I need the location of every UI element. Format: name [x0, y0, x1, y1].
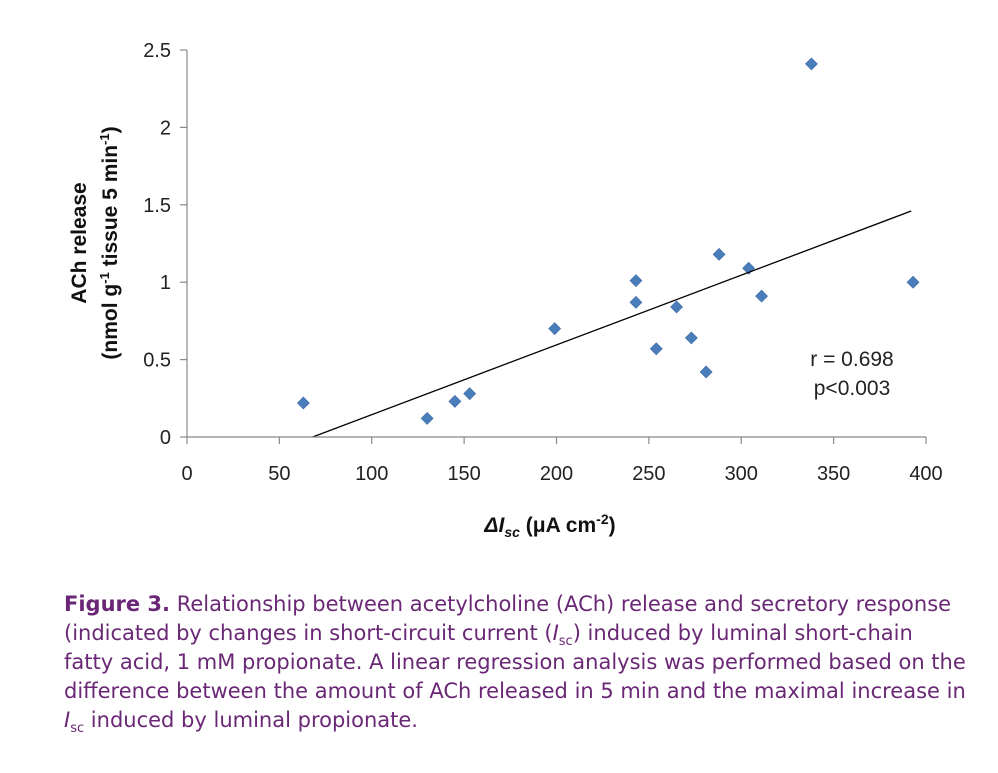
- data-point: [755, 289, 768, 303]
- x-tick-label: 150: [447, 463, 480, 485]
- data-point: [548, 322, 562, 336]
- y-tick-label: 1: [160, 272, 171, 294]
- y-tick-label: 0: [160, 427, 171, 449]
- caption-line-3: fatty acid, 1 mM propionate. A linear re…: [64, 650, 966, 674]
- x-tick-label: 300: [725, 463, 758, 485]
- x-tick-label: 400: [909, 463, 942, 485]
- caption-line-4: difference between the amount of ACh rel…: [64, 679, 966, 703]
- y-axis-title-line1: ACh release: [68, 182, 91, 303]
- x-ticks: 0 50 100 150 200 250 300 350 400: [181, 437, 943, 485]
- y-tick-label: 0.5: [143, 350, 171, 372]
- annotation-r: r = 0.698: [810, 348, 893, 371]
- annotation-p: p<0.003: [814, 377, 891, 400]
- data-point: [805, 57, 818, 71]
- caption-line-1: Figure 3. Relationship between acetylcho…: [64, 592, 952, 616]
- y-tick-label: 2: [160, 117, 171, 139]
- data-point: [463, 387, 477, 401]
- figure-label: Figure 3.: [64, 592, 171, 616]
- data-point: [712, 247, 726, 261]
- data-point: [296, 396, 310, 410]
- y-ticks: 0 0.5 1 1.5 2 2.5: [143, 40, 187, 449]
- trend-line: [312, 210, 912, 438]
- y-tick-label: 1.5: [143, 195, 171, 217]
- data-point: [448, 394, 462, 408]
- data-point: [670, 300, 684, 314]
- x-tick-label: 100: [355, 463, 388, 485]
- x-tick-label: 0: [181, 463, 192, 485]
- x-tick-label: 50: [268, 463, 290, 485]
- y-axis-title-line2: (nmol g-1 tissue 5 min-1): [97, 126, 122, 359]
- data-point: [629, 274, 643, 288]
- data-point: [420, 411, 434, 425]
- data-point: [906, 275, 920, 289]
- x-tick-label: 250: [632, 463, 665, 485]
- data-point: [699, 365, 713, 379]
- points-layer: [296, 57, 920, 425]
- caption-line-5: Isc induced by luminal propionate.: [64, 708, 418, 737]
- data-point: [629, 295, 643, 309]
- y-tick-label: 2.5: [143, 40, 171, 62]
- scatter-chart: 0 0.5 1 1.5 2 2.5 0 50 100 150 200 250 300 350 400 ΔI…: [68, 40, 943, 540]
- caption-line-2: (indicated by changes in short-circuit c…: [64, 621, 913, 650]
- x-axis-title: ΔIsc (μA cm-2): [483, 511, 615, 540]
- figure-caption: Figure 3. Relationship between acetylcho…: [64, 590, 984, 735]
- x-tick-label: 350: [817, 463, 850, 485]
- data-point: [684, 331, 698, 345]
- x-tick-label: 200: [540, 463, 573, 485]
- data-point: [649, 342, 663, 356]
